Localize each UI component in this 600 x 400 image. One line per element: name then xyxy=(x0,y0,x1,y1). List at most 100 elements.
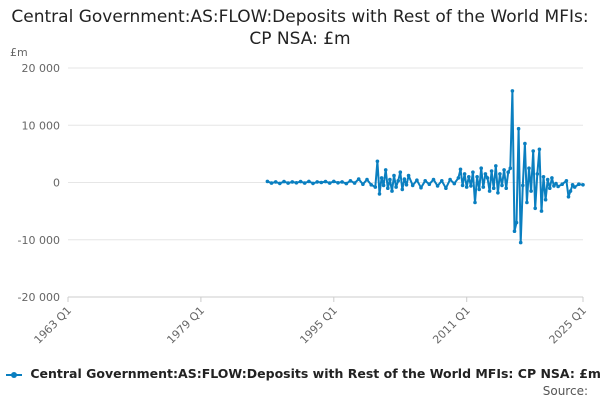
data-point[interactable] xyxy=(282,179,286,184)
data-point[interactable] xyxy=(510,89,515,93)
data-point[interactable] xyxy=(456,176,461,180)
data-point[interactable] xyxy=(452,181,457,186)
data-point[interactable] xyxy=(398,170,403,174)
data-point[interactable] xyxy=(381,183,386,188)
data-point[interactable] xyxy=(471,170,475,174)
data-point[interactable] xyxy=(473,200,477,205)
data-point[interactable] xyxy=(448,177,452,182)
data-point[interactable] xyxy=(431,177,436,182)
data-point[interactable] xyxy=(577,182,581,186)
data-point[interactable] xyxy=(494,164,498,168)
data-point[interactable] xyxy=(423,179,428,183)
data-point[interactable] xyxy=(406,173,411,178)
data-point[interactable] xyxy=(514,220,519,225)
data-point[interactable] xyxy=(527,166,531,170)
data-point[interactable] xyxy=(504,186,509,190)
data-point[interactable] xyxy=(462,172,467,176)
data-point[interactable] xyxy=(556,184,560,189)
data-point[interactable] xyxy=(479,166,484,170)
data-point[interactable] xyxy=(332,179,336,184)
data-point[interactable] xyxy=(460,183,465,188)
data-point[interactable] xyxy=(410,183,415,188)
data-point[interactable] xyxy=(269,181,274,185)
data-point[interactable] xyxy=(435,184,440,188)
data-point[interactable] xyxy=(444,186,448,190)
data-point[interactable] xyxy=(496,191,500,195)
data-point[interactable] xyxy=(502,168,506,172)
data-point[interactable] xyxy=(477,187,482,192)
data-point[interactable] xyxy=(523,141,527,146)
data-point[interactable] xyxy=(396,179,401,183)
data-point[interactable] xyxy=(311,181,315,186)
data-point[interactable] xyxy=(327,181,332,185)
data-point[interactable] xyxy=(548,186,552,190)
data-point[interactable] xyxy=(402,177,407,181)
data-point[interactable] xyxy=(570,183,575,187)
data-point[interactable] xyxy=(458,167,463,172)
data-point[interactable] xyxy=(521,183,525,188)
data-point[interactable] xyxy=(581,183,585,187)
data-point[interactable] xyxy=(560,182,564,186)
data-point[interactable] xyxy=(315,180,320,184)
data-point[interactable] xyxy=(348,179,353,183)
data-point[interactable] xyxy=(487,189,492,193)
data-point[interactable] xyxy=(307,179,311,184)
data-point[interactable] xyxy=(531,149,535,153)
legend[interactable]: Central Government:AS:FLOW:Deposits with… xyxy=(6,366,600,381)
data-point[interactable] xyxy=(323,179,328,184)
data-point[interactable] xyxy=(278,181,282,186)
data-point[interactable] xyxy=(383,168,388,172)
data-point[interactable] xyxy=(352,181,357,185)
data-point[interactable] xyxy=(265,179,270,184)
data-point[interactable] xyxy=(344,181,349,186)
data-point[interactable] xyxy=(506,170,511,174)
data-point[interactable] xyxy=(394,185,398,189)
data-point[interactable] xyxy=(419,185,423,190)
data-point[interactable] xyxy=(485,176,490,180)
data-point[interactable] xyxy=(508,166,513,170)
data-point[interactable] xyxy=(340,180,344,184)
data-point[interactable] xyxy=(568,189,573,193)
data-point[interactable] xyxy=(415,178,419,182)
data-point[interactable] xyxy=(390,189,394,193)
data-point[interactable] xyxy=(545,177,550,182)
data-point[interactable] xyxy=(356,177,361,181)
data-point[interactable] xyxy=(361,182,365,186)
data-point[interactable] xyxy=(404,183,409,187)
data-point[interactable] xyxy=(377,192,382,196)
data-point[interactable] xyxy=(302,181,307,185)
data-point[interactable] xyxy=(365,177,369,182)
data-point[interactable] xyxy=(379,176,384,180)
data-point[interactable] xyxy=(491,186,496,190)
data-point[interactable] xyxy=(481,185,486,189)
data-point[interactable] xyxy=(516,126,521,131)
data-point[interactable] xyxy=(498,172,502,176)
data-point[interactable] xyxy=(489,169,494,173)
data-point[interactable] xyxy=(483,172,488,176)
data-point[interactable] xyxy=(319,180,324,185)
data-point[interactable] xyxy=(294,181,299,185)
data-point[interactable] xyxy=(564,179,569,183)
data-point[interactable] xyxy=(290,180,295,184)
data-point[interactable] xyxy=(566,195,571,199)
data-point[interactable] xyxy=(386,186,390,190)
data-point[interactable] xyxy=(512,229,517,233)
data-point[interactable] xyxy=(273,180,278,184)
data-point[interactable] xyxy=(469,184,473,188)
data-point[interactable] xyxy=(475,175,479,179)
data-point[interactable] xyxy=(388,177,392,182)
data-point[interactable] xyxy=(541,175,546,179)
data-point[interactable] xyxy=(464,185,469,189)
data-point[interactable] xyxy=(286,181,290,185)
data-point[interactable] xyxy=(427,182,432,186)
data-point[interactable] xyxy=(533,206,537,211)
data-point[interactable] xyxy=(539,209,544,213)
data-point[interactable] xyxy=(375,159,380,164)
data-point[interactable] xyxy=(336,181,340,185)
data-point[interactable] xyxy=(525,200,529,205)
data-point[interactable] xyxy=(518,240,523,245)
data-point[interactable] xyxy=(543,197,548,202)
data-point[interactable] xyxy=(467,175,471,179)
data-point[interactable] xyxy=(369,183,374,187)
data-point[interactable] xyxy=(529,189,533,193)
